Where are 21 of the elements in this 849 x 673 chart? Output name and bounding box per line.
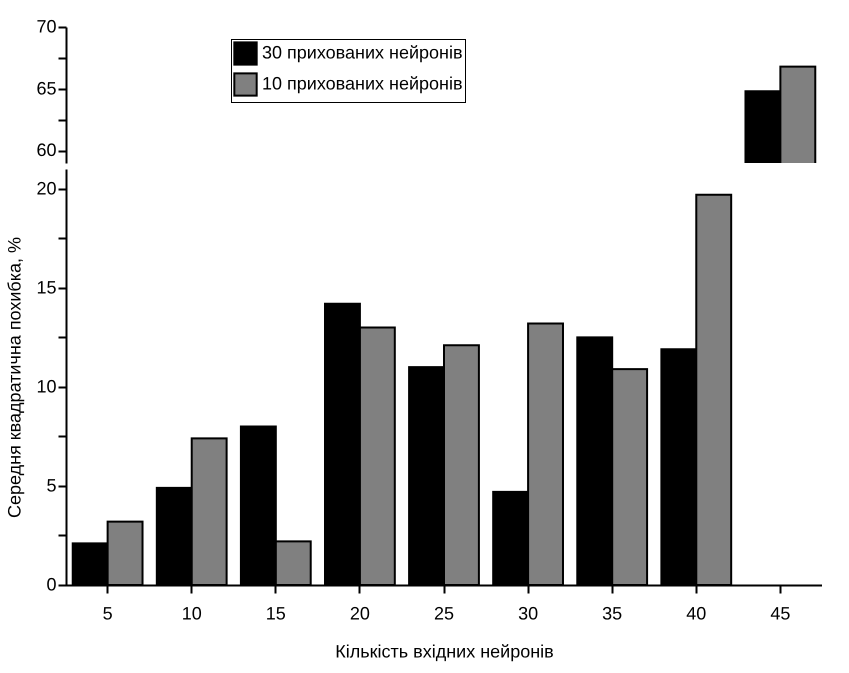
y-tick-label: 65 <box>36 78 56 98</box>
x-tick-label: 5 <box>102 604 113 624</box>
legend-label: 30 прихованих нейронів <box>262 42 463 62</box>
x-axis-title: Кількість вхідних нейронів <box>335 642 554 662</box>
x-tick-label: 15 <box>266 604 286 624</box>
x-tick-label: 35 <box>602 604 622 624</box>
y-tick-label: 60 <box>36 140 56 160</box>
y-tick-label: 20 <box>36 178 56 198</box>
y-tick-label: 15 <box>36 277 56 298</box>
x-tick-label: 45 <box>770 604 790 624</box>
x-tick-label: 25 <box>434 604 454 624</box>
y-tick-label: 5 <box>46 475 56 496</box>
y-axis-title: Середня квадратична похибка, % <box>4 236 24 518</box>
x-tick-label: 10 <box>182 604 202 624</box>
x-tick-label: 40 <box>686 604 706 624</box>
legend-label: 10 прихованих нейронів <box>262 74 463 94</box>
x-tick-label: 20 <box>350 604 370 624</box>
y-tick-label: 0 <box>46 574 56 594</box>
x-tick-label: 30 <box>518 604 538 624</box>
y-tick-label: 70 <box>36 16 56 36</box>
y-tick-label: 10 <box>36 376 56 396</box>
